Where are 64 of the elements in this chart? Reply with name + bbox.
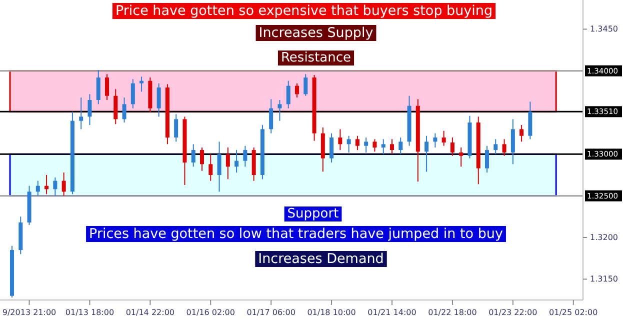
candlestick: [295, 82, 299, 98]
candlestick: [338, 128, 342, 150]
x-tick-label: 9/2013 21:00: [2, 308, 56, 317]
candlestick: [62, 172, 66, 196]
candlestick: [286, 80, 290, 109]
x-tick-label: 01/16 02:00: [186, 308, 235, 317]
x-tick-label: 01/22 18:00: [428, 308, 477, 317]
candlestick: [269, 98, 274, 134]
candlestick: [502, 138, 506, 156]
candlestick: [96, 70, 100, 105]
candlestick: [346, 135, 351, 153]
y-tick-label: 1.3150: [590, 274, 618, 284]
candlestick: [44, 174, 49, 195]
candlestick: [200, 147, 204, 172]
candlestick: [390, 138, 394, 155]
x-tick-label: 01/25 02:00: [549, 308, 598, 317]
x-tick-label: 01/14 22:00: [126, 308, 175, 317]
candlestick: [355, 135, 360, 150]
candlestick: [217, 141, 222, 192]
x-tick-label: 01/21 14:00: [368, 308, 416, 317]
candlestick: [208, 154, 213, 182]
candlestick: [278, 100, 282, 122]
annotation: Increases Demand: [258, 251, 384, 267]
annotation: Prices have gotten so low that traders have jumped in to buy: [89, 226, 503, 242]
candlestick: [114, 88, 118, 125]
candlestick: [191, 144, 196, 168]
annotation: Increases Supply: [258, 25, 374, 41]
candlestick: [450, 137, 454, 156]
x-tick-label: 01/23 22:00: [488, 308, 538, 317]
candlestick: [424, 135, 429, 172]
x-tick-label: 01/13 18:00: [65, 308, 114, 317]
candlestick: [364, 137, 368, 153]
candlestick: [442, 130, 446, 146]
candlestick: [36, 180, 40, 196]
candlestick: [459, 147, 464, 168]
candlestick: [520, 124, 524, 142]
candlestick: [304, 74, 308, 96]
x-tick-label: 01/18 10:00: [307, 308, 356, 317]
candlestick: [372, 138, 377, 152]
candlestick: [174, 114, 178, 142]
y-tick-label: 1.3450: [590, 24, 618, 34]
candlestick: [381, 138, 386, 155]
y-tick-label: 1.3200: [590, 233, 618, 242]
candlestick: [510, 118, 515, 165]
annotation: Price have gotten so expensive that buyers stop buying: [115, 3, 493, 19]
candlestick: [243, 145, 248, 168]
candlestick: [105, 74, 109, 100]
candlestick: [330, 132, 334, 163]
candlestick: [53, 177, 58, 196]
candlestick: [226, 147, 230, 180]
candlestick: [140, 76, 144, 92]
candlestick: [156, 82, 161, 118]
candlestick: [122, 97, 126, 123]
x-tick-label: 01/17 06:00: [246, 308, 296, 317]
candlestick: [485, 145, 489, 173]
band-label: Resistance: [280, 50, 352, 66]
candlestick: [433, 132, 438, 148]
candlestick: [88, 94, 92, 126]
candlestick: [494, 138, 498, 155]
candlestick: [398, 137, 403, 155]
band-label: Support: [287, 206, 339, 222]
candlestick: [79, 97, 84, 130]
candlestick: [130, 78, 135, 109]
candlestick: [234, 150, 239, 173]
